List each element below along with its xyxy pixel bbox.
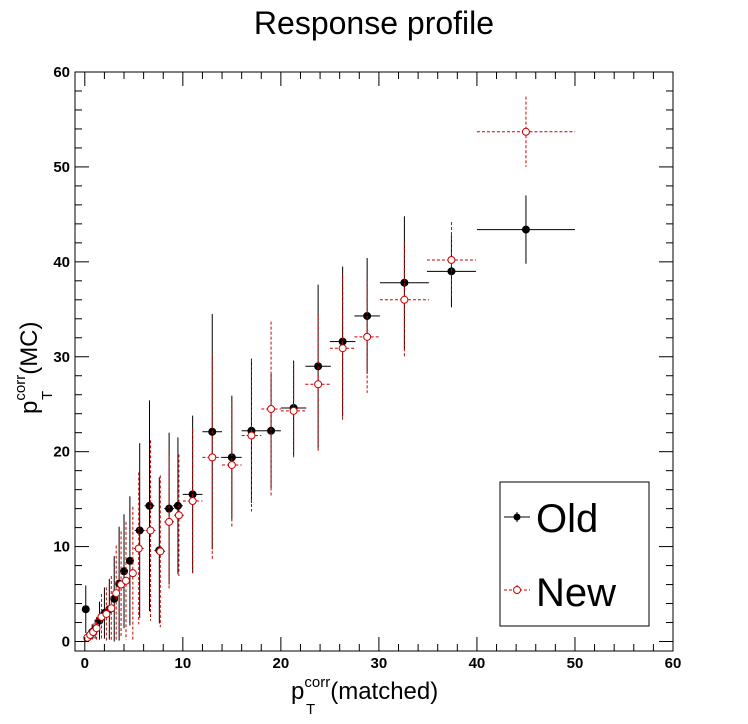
data-point (121, 521, 130, 640)
data-point (476, 96, 575, 167)
point-marker-new (165, 517, 174, 526)
data-point (305, 315, 331, 453)
y-tick-label: 60 (53, 64, 70, 81)
x-axis-label-base: p (291, 678, 304, 705)
point-marker-new (92, 624, 101, 633)
point-marker-new (146, 526, 155, 535)
svg-text:pcorr(matched): pcorr(matched) (291, 674, 438, 705)
x-tick-label: 20 (273, 655, 290, 672)
point-marker-new (174, 511, 183, 520)
x-axis-label: pcorr(matched) T (291, 674, 438, 718)
y-tick-label: 40 (53, 254, 70, 271)
data-point (261, 321, 281, 497)
legend-box (499, 481, 650, 627)
legend-entry-new: New (504, 571, 616, 615)
x-tick-label: 30 (371, 655, 388, 672)
data-point (173, 437, 183, 575)
point-marker-new (121, 576, 130, 585)
legend: Old New (499, 481, 650, 627)
legend-new-marker (513, 586, 521, 594)
point-marker-old (81, 605, 90, 614)
point-marker-new (128, 569, 137, 578)
point-marker-old (173, 501, 182, 510)
data-point (379, 242, 429, 357)
data-point (145, 440, 156, 621)
series-layer (81, 96, 575, 642)
data-point (354, 280, 380, 393)
data-point (426, 221, 476, 298)
y-axis-label-sup: corr (12, 375, 29, 401)
point-marker-new (363, 332, 372, 341)
point-marker-new (289, 406, 298, 415)
point-marker-new (102, 609, 111, 618)
svg-text:pcorr(MC): pcorr(MC) (12, 321, 43, 414)
data-point (174, 454, 184, 577)
x-axis-label-sub: T (306, 701, 315, 718)
point-marker-new (400, 295, 409, 304)
y-axis-label: pcorr(MC) T (12, 321, 56, 414)
plot-frame (74, 71, 674, 652)
data-point (329, 276, 356, 421)
ticks-layer (75, 71, 674, 651)
data-point (92, 616, 101, 640)
x-tick-label: 0 (81, 655, 89, 672)
point-marker-new (338, 344, 347, 353)
point-marker-new (227, 460, 236, 469)
data-point (102, 587, 111, 641)
chart-title: Response profile (254, 5, 494, 41)
point-marker-new (267, 404, 276, 413)
data-point (476, 195, 575, 264)
y-tick-label: 20 (53, 444, 70, 461)
data-point (112, 545, 121, 641)
data-point (133, 472, 144, 625)
point-marker-old (145, 501, 154, 510)
point-marker-new (208, 453, 217, 462)
point-marker-new (188, 497, 197, 506)
x-axis-label-sup: corr (304, 674, 330, 691)
data-point (202, 355, 223, 559)
legend-old-marker (513, 513, 521, 521)
x-axis-label-tail: (matched) (330, 678, 438, 705)
point-marker-old (135, 526, 144, 535)
point-marker-new (447, 255, 456, 264)
tick-labels: 0 10 20 30 40 50 60 0 10 20 30 40 50 60 (53, 64, 681, 672)
y-axis-label-tail: (MC) (16, 321, 43, 374)
data-point (164, 455, 175, 589)
legend-new-label: New (536, 571, 616, 615)
point-marker-old (125, 556, 134, 565)
data-point (241, 359, 262, 512)
data-point (222, 403, 242, 527)
data-point (155, 475, 166, 628)
y-tick-label: 30 (53, 349, 70, 366)
point-marker-new (156, 547, 165, 556)
point-marker-new (107, 604, 116, 613)
point-marker-new (314, 380, 323, 389)
y-tick-label: 0 (62, 634, 70, 651)
x-tick-label: 40 (469, 655, 486, 672)
data-point (128, 506, 137, 640)
point-marker-new (112, 589, 121, 598)
y-tick-label: 50 (53, 159, 70, 176)
y-tick-label: 10 (53, 539, 70, 556)
data-point (144, 400, 155, 612)
data-point (107, 576, 116, 641)
legend-old-label: Old (536, 497, 598, 541)
point-marker-new (247, 431, 256, 440)
point-marker-new (134, 544, 143, 553)
x-tick-label: 10 (174, 655, 191, 672)
x-tick-label: 50 (567, 655, 584, 672)
x-tick-label: 60 (665, 655, 682, 672)
series-new (83, 96, 575, 642)
data-point (89, 623, 98, 641)
data-point (81, 585, 90, 633)
point-marker-new (521, 127, 530, 136)
y-axis-label-base: p (16, 401, 43, 414)
y-axis-label-sub: T (39, 391, 56, 400)
point-marker-old (521, 225, 530, 234)
data-point (182, 428, 203, 574)
legend-entry-old: Old (504, 497, 598, 541)
data-point (280, 363, 307, 459)
